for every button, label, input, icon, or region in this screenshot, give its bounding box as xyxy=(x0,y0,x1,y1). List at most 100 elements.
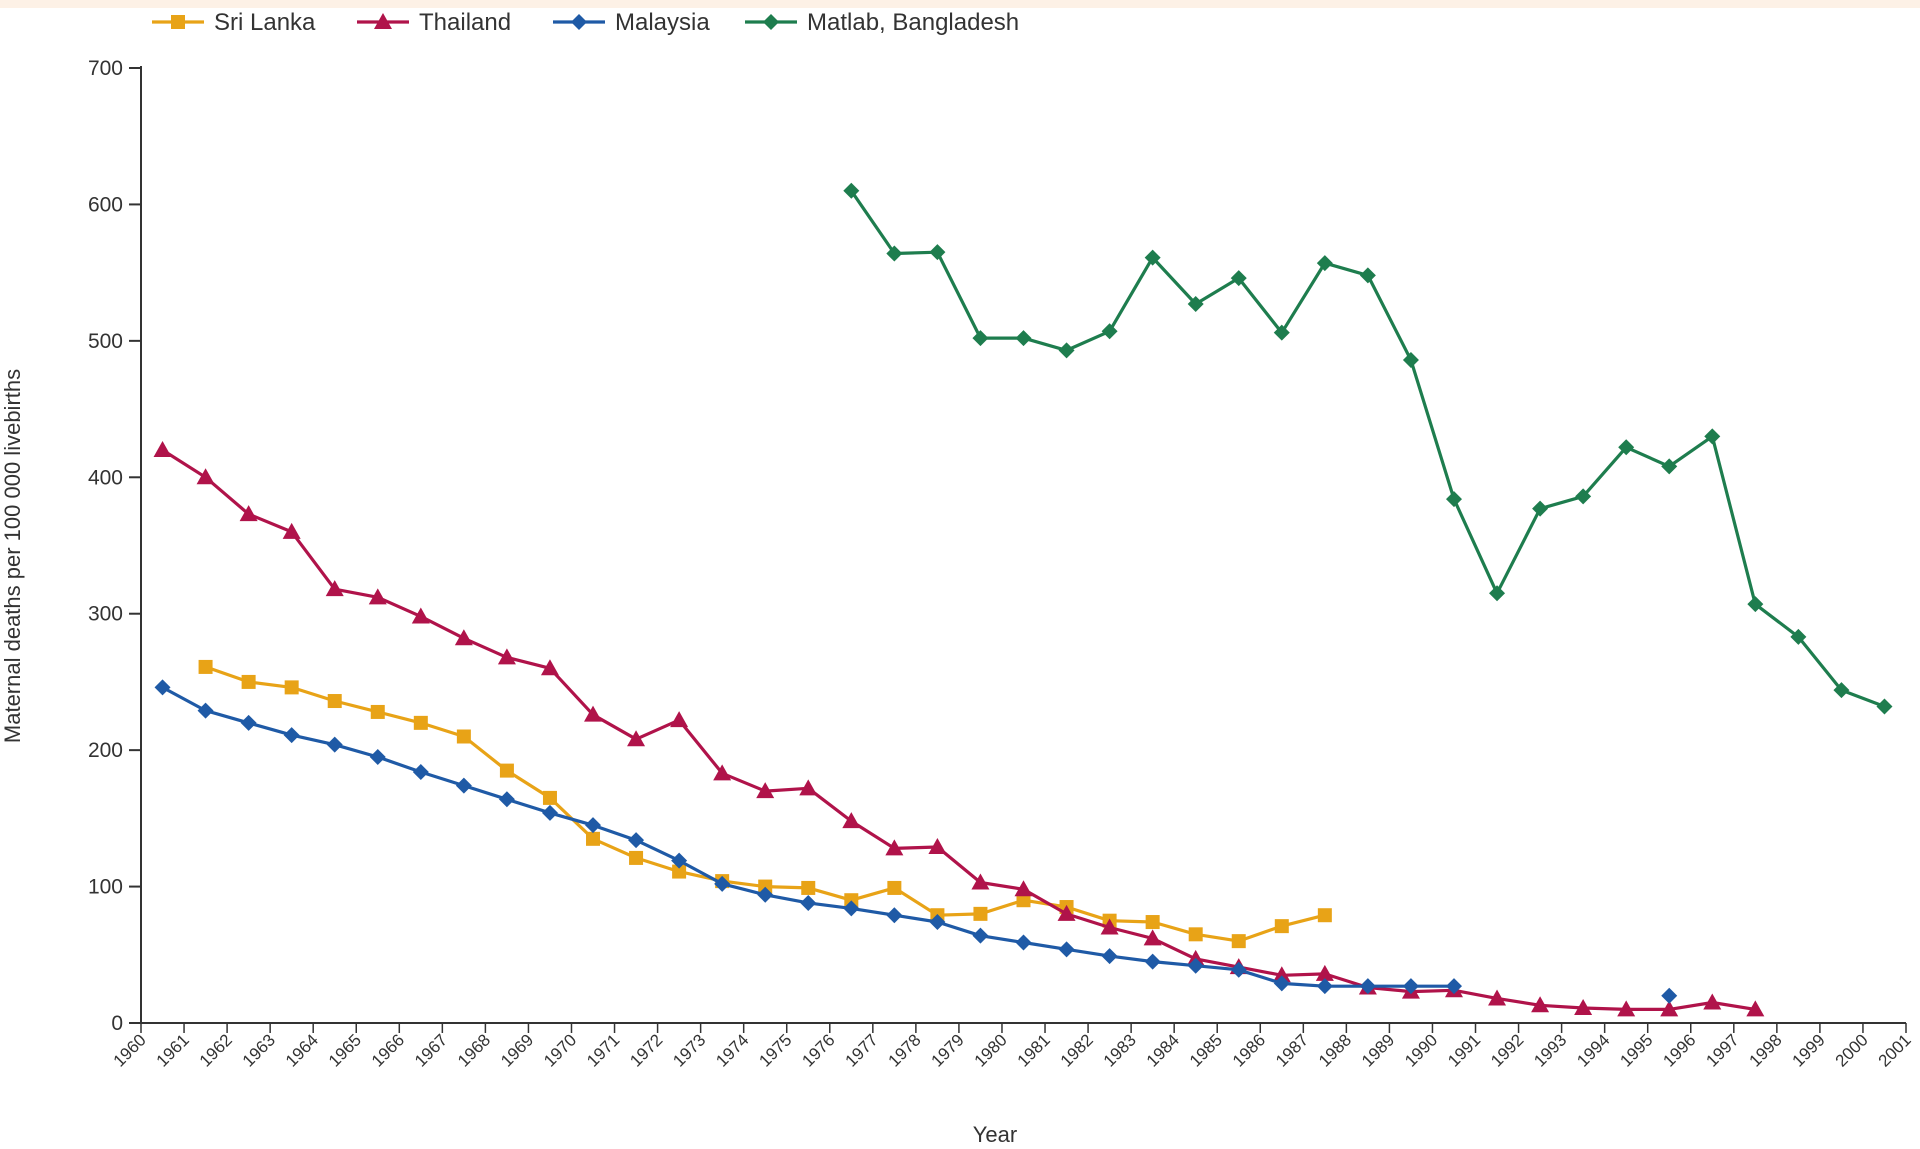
x-tick-label: 1984 xyxy=(1143,1030,1183,1070)
x-tick-label: 1964 xyxy=(282,1030,322,1070)
x-tick-label: 1998 xyxy=(1745,1030,1785,1070)
x-tick-label: 1996 xyxy=(1659,1030,1699,1070)
data-point-matlab-bangladesh xyxy=(972,330,988,346)
x-tick-label: 1979 xyxy=(928,1030,968,1070)
x-tick-label: 1990 xyxy=(1401,1030,1441,1070)
y-tick-label: 700 xyxy=(88,57,123,80)
data-point-malaysia xyxy=(800,895,816,911)
data-point-sri-lanka xyxy=(457,730,471,744)
data-point-malaysia xyxy=(585,817,601,833)
x-tick-label: 1970 xyxy=(540,1030,580,1070)
data-point-sri-lanka xyxy=(586,832,600,846)
data-point-malaysia xyxy=(972,928,988,944)
data-point-sri-lanka xyxy=(500,764,514,778)
y-tick-label: 600 xyxy=(88,193,123,216)
x-tick-label: 1968 xyxy=(454,1030,494,1070)
y-tick-label: 200 xyxy=(88,739,123,762)
data-point-malaysia xyxy=(456,778,472,794)
legend-item-thailand: Thailand xyxy=(357,9,511,36)
legend-label: Thailand xyxy=(419,9,511,36)
x-tick-label: 1969 xyxy=(497,1030,537,1070)
x-tick-label: 1999 xyxy=(1789,1030,1829,1070)
series-sri-lanka xyxy=(199,660,1332,948)
data-point-malaysia xyxy=(413,764,429,780)
data-point-sri-lanka xyxy=(1146,915,1160,929)
data-point-thailand xyxy=(498,648,516,664)
x-tick-label: 1981 xyxy=(1014,1030,1054,1070)
x-tick-label: 1962 xyxy=(196,1030,236,1070)
x-tick-label: 2001 xyxy=(1875,1030,1915,1070)
data-point-thailand xyxy=(455,629,473,645)
data-point-malaysia xyxy=(1102,948,1118,964)
x-tick-label: 1974 xyxy=(712,1030,752,1070)
data-point-matlab-bangladesh xyxy=(1876,698,1892,714)
data-point-malaysia xyxy=(1145,954,1161,970)
data-point-sri-lanka xyxy=(242,675,256,689)
x-tick-label: 1960 xyxy=(110,1030,150,1070)
data-point-malaysia xyxy=(327,737,343,753)
x-tick-label: 1992 xyxy=(1487,1030,1527,1070)
x-tick-label: 2000 xyxy=(1832,1030,1872,1070)
data-point-sri-lanka xyxy=(887,881,901,895)
x-tick-label: 1977 xyxy=(841,1030,881,1070)
data-point-malaysia xyxy=(370,749,386,765)
legend-item-matlab-bangladesh: Matlab, Bangladesh xyxy=(745,9,1019,36)
y-tick-label: 0 xyxy=(111,1012,123,1035)
x-tick-label: 1993 xyxy=(1530,1030,1570,1070)
data-point-sri-lanka xyxy=(543,791,557,805)
x-tick-label: 1985 xyxy=(1186,1030,1226,1070)
data-point-matlab-bangladesh xyxy=(1489,585,1505,601)
data-point-matlab-bangladesh xyxy=(1102,323,1118,339)
series-line-malaysia xyxy=(163,687,1455,986)
series-line-thailand xyxy=(163,450,1756,1009)
data-point-sri-lanka xyxy=(973,907,987,921)
y-tick-label: 400 xyxy=(88,466,123,489)
data-point-matlab-bangladesh xyxy=(1016,330,1032,346)
data-point-sri-lanka xyxy=(414,716,428,730)
data-point-sri-lanka xyxy=(801,881,815,895)
legend-label: Sri Lanka xyxy=(214,9,316,36)
x-tick-label: 1980 xyxy=(971,1030,1011,1070)
series-matlab-bangladesh xyxy=(843,183,1892,715)
data-point-thailand xyxy=(627,730,645,746)
data-point-malaysia xyxy=(1059,941,1075,957)
x-tick-label: 1988 xyxy=(1315,1030,1355,1070)
x-tick-label: 1994 xyxy=(1573,1030,1613,1070)
x-tick-label: 1975 xyxy=(755,1030,795,1070)
y-tick-label: 300 xyxy=(88,603,123,626)
x-tick-label: 1967 xyxy=(411,1030,451,1070)
series-malaysia xyxy=(155,679,1678,1003)
x-tick-label: 1961 xyxy=(153,1030,193,1070)
data-point-matlab-bangladesh xyxy=(1446,491,1462,507)
data-point-matlab-bangladesh xyxy=(929,244,945,260)
legend-label: Malaysia xyxy=(615,9,710,36)
y-tick-label: 500 xyxy=(88,330,123,353)
data-point-malaysia xyxy=(1016,935,1032,951)
data-point-matlab-bangladesh xyxy=(1360,267,1376,283)
y-tick-label: 100 xyxy=(88,876,123,899)
data-point-sri-lanka xyxy=(1189,927,1203,941)
x-tick-label: 1983 xyxy=(1100,1030,1140,1070)
data-point-matlab-bangladesh xyxy=(1059,342,1075,358)
x-tick-label: 1976 xyxy=(798,1030,838,1070)
legend-swatch-marker xyxy=(763,14,779,30)
x-tick-label: 1997 xyxy=(1702,1030,1742,1070)
data-point-sri-lanka xyxy=(285,680,299,694)
legend-swatch-marker xyxy=(171,15,185,29)
x-tick-label: 1982 xyxy=(1057,1030,1097,1070)
data-point-malaysia xyxy=(155,679,171,695)
legend-item-malaysia: Malaysia xyxy=(553,9,710,36)
x-tick-label: 1972 xyxy=(626,1030,666,1070)
data-point-sri-lanka xyxy=(1318,908,1332,922)
legend-swatch-marker xyxy=(571,14,587,30)
data-point-sri-lanka xyxy=(1275,919,1289,933)
data-point-malaysia xyxy=(499,791,515,807)
y-axis-title: Maternal deaths per 100 000 livebirths xyxy=(0,369,25,743)
data-point-malaysia xyxy=(886,907,902,923)
x-tick-label: 1971 xyxy=(583,1030,623,1070)
data-point-sri-lanka xyxy=(371,705,385,719)
data-point-thailand xyxy=(1703,994,1721,1010)
data-point-thailand xyxy=(154,441,172,457)
